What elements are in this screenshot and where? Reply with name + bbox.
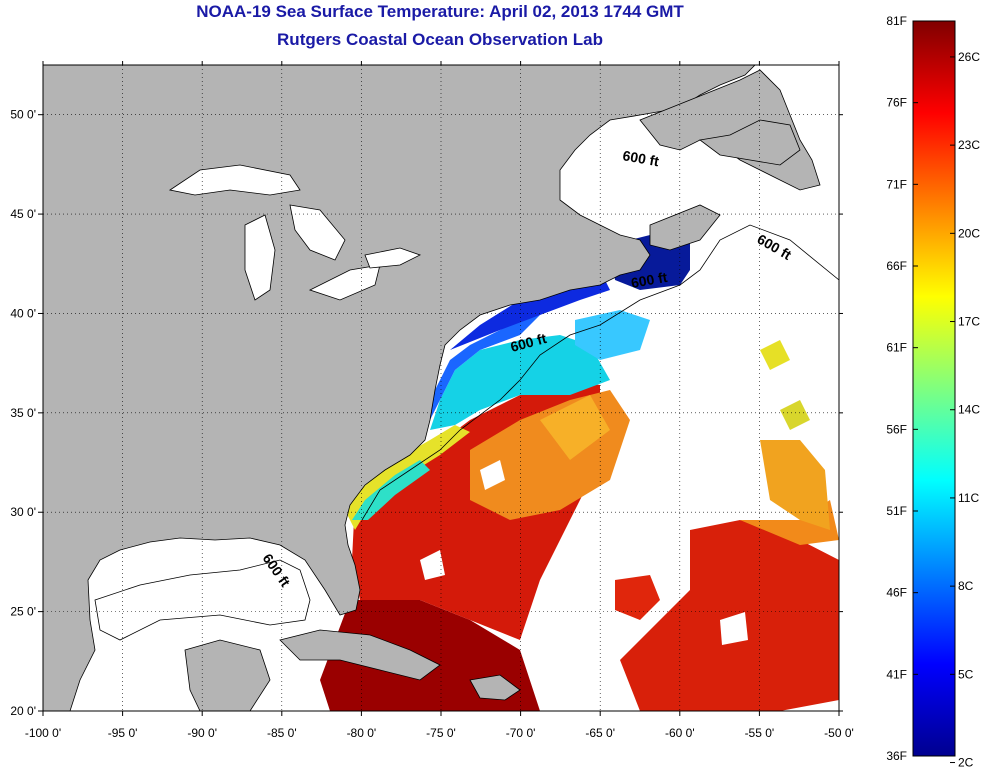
lat-tick-label: 45 0' (10, 207, 36, 221)
isobath-label: 600 ft (621, 147, 660, 169)
lat-tick-label: 40 0' (10, 306, 36, 320)
lat-tick-label: 25 0' (10, 605, 36, 619)
colorbar-c-label: 5C (958, 667, 974, 681)
colorbar-c-label: 8C (958, 579, 974, 593)
colorbar-c-label: 14C (958, 403, 980, 417)
axis-ticks: -100 0' -95 0' -90 0' -85 0' -80 0' -75 0' -70… (10, 61, 854, 740)
lon-tick-label: -75 0' (426, 726, 456, 740)
colorbar-c-label: 20C (958, 226, 980, 240)
lon-tick-label: -55 0' (745, 726, 775, 740)
lon-tick-label: -80 0' (347, 726, 377, 740)
graticule (43, 65, 839, 711)
sst-field (320, 235, 839, 711)
isobath-line (361, 224, 839, 521)
colorbar-c-label: 26C (958, 50, 980, 64)
lon-tick-label: -65 0' (585, 726, 615, 740)
lat-tick-label: 30 0' (10, 505, 36, 519)
colorbar-f-label: 56F (886, 422, 907, 436)
land (43, 65, 821, 711)
lon-tick-label: -85 0' (267, 726, 297, 740)
lon-tick-label: -70 0' (506, 726, 536, 740)
colorbar-c-label: 23C (958, 138, 980, 152)
gulf-shelf-contour (94, 559, 311, 641)
colorbar-f-label: 41F (886, 667, 907, 681)
colorbar-c-label: 17C (958, 315, 980, 329)
colorbar-f-label: 81F (886, 14, 907, 28)
colorbar-f-label: 51F (886, 504, 907, 518)
lat-tick-label: 50 0' (10, 108, 36, 122)
colorbar-f-label: 76F (886, 96, 907, 110)
colorbar-f-label: 66F (886, 259, 907, 273)
colorbar-f-label: 71F (886, 177, 907, 191)
lat-tick-label: 20 0' (10, 704, 36, 718)
lat-tick-label: 35 0' (10, 406, 36, 420)
lon-tick-label: -60 0' (665, 726, 695, 740)
isobath-label: 600 ft (630, 269, 669, 291)
colorbar-f-label: 46F (886, 586, 907, 600)
colorbar-f-label: 36F (886, 749, 907, 763)
colorbar (912, 20, 956, 757)
colorbar-f-label: 61F (886, 341, 907, 355)
lon-tick-label: -100 0' (25, 726, 61, 740)
lon-tick-label: -95 0' (108, 726, 138, 740)
map-title: NOAA-19 Sea Surface Temperature: April 0… (196, 2, 684, 21)
great-lakes (168, 164, 422, 301)
colorbar-ticks: 81F 76F 71F 66F 61F 56F 51F 46F 41F 36F 26C 23C 20C 1… (886, 14, 980, 770)
lon-tick-label: -90 0' (187, 726, 217, 740)
colorbar-c-label: 11C (958, 491, 979, 505)
lon-tick-label: -50 0' (824, 726, 854, 740)
colorbar-c-label: 2C (958, 756, 974, 770)
map-subtitle: Rutgers Coastal Ocean Observation Lab (277, 30, 603, 49)
